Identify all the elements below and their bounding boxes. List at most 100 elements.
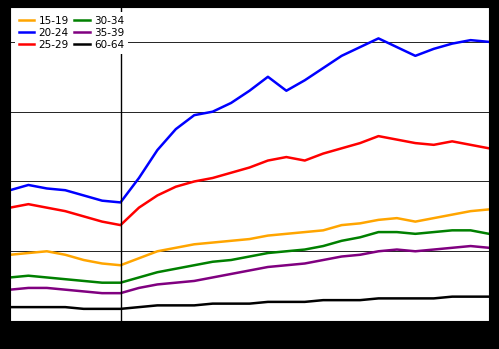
20-24 <box>283 89 289 93</box>
15-19 <box>302 230 308 234</box>
35-39 <box>191 279 197 283</box>
20-24 <box>210 110 216 114</box>
25-29 <box>62 209 68 213</box>
20-24 <box>468 38 474 42</box>
60-64 <box>247 302 252 306</box>
15-19 <box>412 220 418 224</box>
35-39 <box>154 282 160 287</box>
35-39 <box>7 288 13 292</box>
25-29 <box>136 206 142 210</box>
35-39 <box>25 286 31 290</box>
25-29 <box>118 223 124 227</box>
30-34 <box>7 275 13 280</box>
Line: 15-19: 15-19 <box>10 209 489 265</box>
60-64 <box>228 302 234 306</box>
20-24 <box>25 183 31 187</box>
Line: 20-24: 20-24 <box>10 38 489 202</box>
60-64 <box>265 300 271 304</box>
25-29 <box>283 155 289 159</box>
15-19 <box>486 207 492 211</box>
25-29 <box>394 138 400 142</box>
30-34 <box>265 251 271 255</box>
35-39 <box>283 263 289 267</box>
60-64 <box>412 296 418 300</box>
35-39 <box>44 286 50 290</box>
30-34 <box>81 279 87 283</box>
60-64 <box>44 305 50 309</box>
25-29 <box>265 158 271 163</box>
30-34 <box>394 230 400 234</box>
30-34 <box>62 277 68 281</box>
25-29 <box>486 146 492 150</box>
30-34 <box>468 228 474 232</box>
35-39 <box>265 265 271 269</box>
15-19 <box>468 209 474 213</box>
20-24 <box>412 54 418 58</box>
25-29 <box>81 214 87 218</box>
20-24 <box>191 113 197 117</box>
20-24 <box>265 75 271 79</box>
30-34 <box>136 275 142 280</box>
35-39 <box>431 247 437 252</box>
30-34 <box>210 260 216 264</box>
35-39 <box>357 253 363 257</box>
35-39 <box>81 289 87 294</box>
15-19 <box>210 240 216 245</box>
Legend: 15-19, 20-24, 25-29, 30-34, 35-39, 60-64: 15-19, 20-24, 25-29, 30-34, 35-39, 60-64 <box>15 12 128 54</box>
30-34 <box>247 254 252 259</box>
35-39 <box>375 249 381 253</box>
35-39 <box>394 247 400 252</box>
30-34 <box>375 230 381 234</box>
35-39 <box>247 268 252 273</box>
Line: 30-34: 30-34 <box>10 230 489 283</box>
15-19 <box>449 213 455 217</box>
20-24 <box>173 127 179 131</box>
15-19 <box>81 258 87 262</box>
25-29 <box>302 158 308 163</box>
60-64 <box>431 296 437 300</box>
25-29 <box>228 171 234 175</box>
30-34 <box>173 267 179 271</box>
60-64 <box>173 303 179 307</box>
15-19 <box>394 216 400 220</box>
60-64 <box>136 305 142 309</box>
60-64 <box>357 298 363 302</box>
25-29 <box>468 143 474 147</box>
15-19 <box>375 218 381 222</box>
20-24 <box>247 89 252 93</box>
60-64 <box>302 300 308 304</box>
20-24 <box>99 199 105 203</box>
25-29 <box>191 179 197 184</box>
25-29 <box>449 139 455 143</box>
Line: 60-64: 60-64 <box>10 297 489 309</box>
35-39 <box>468 244 474 248</box>
60-64 <box>468 295 474 299</box>
35-39 <box>99 291 105 295</box>
15-19 <box>339 223 345 227</box>
30-34 <box>191 263 197 267</box>
25-29 <box>44 206 50 210</box>
25-29 <box>339 146 345 150</box>
20-24 <box>44 186 50 191</box>
60-64 <box>154 303 160 307</box>
30-34 <box>486 232 492 236</box>
60-64 <box>486 295 492 299</box>
25-29 <box>320 151 326 156</box>
30-34 <box>99 281 105 285</box>
15-19 <box>320 228 326 232</box>
30-34 <box>412 232 418 236</box>
15-19 <box>118 263 124 267</box>
15-19 <box>7 253 13 257</box>
30-34 <box>320 244 326 248</box>
25-29 <box>210 176 216 180</box>
35-39 <box>136 286 142 290</box>
15-19 <box>283 232 289 236</box>
35-39 <box>173 281 179 285</box>
30-34 <box>154 270 160 274</box>
Line: 25-29: 25-29 <box>10 136 489 225</box>
25-29 <box>357 141 363 145</box>
30-34 <box>118 281 124 285</box>
20-24 <box>228 101 234 105</box>
30-34 <box>25 274 31 278</box>
35-39 <box>302 261 308 266</box>
